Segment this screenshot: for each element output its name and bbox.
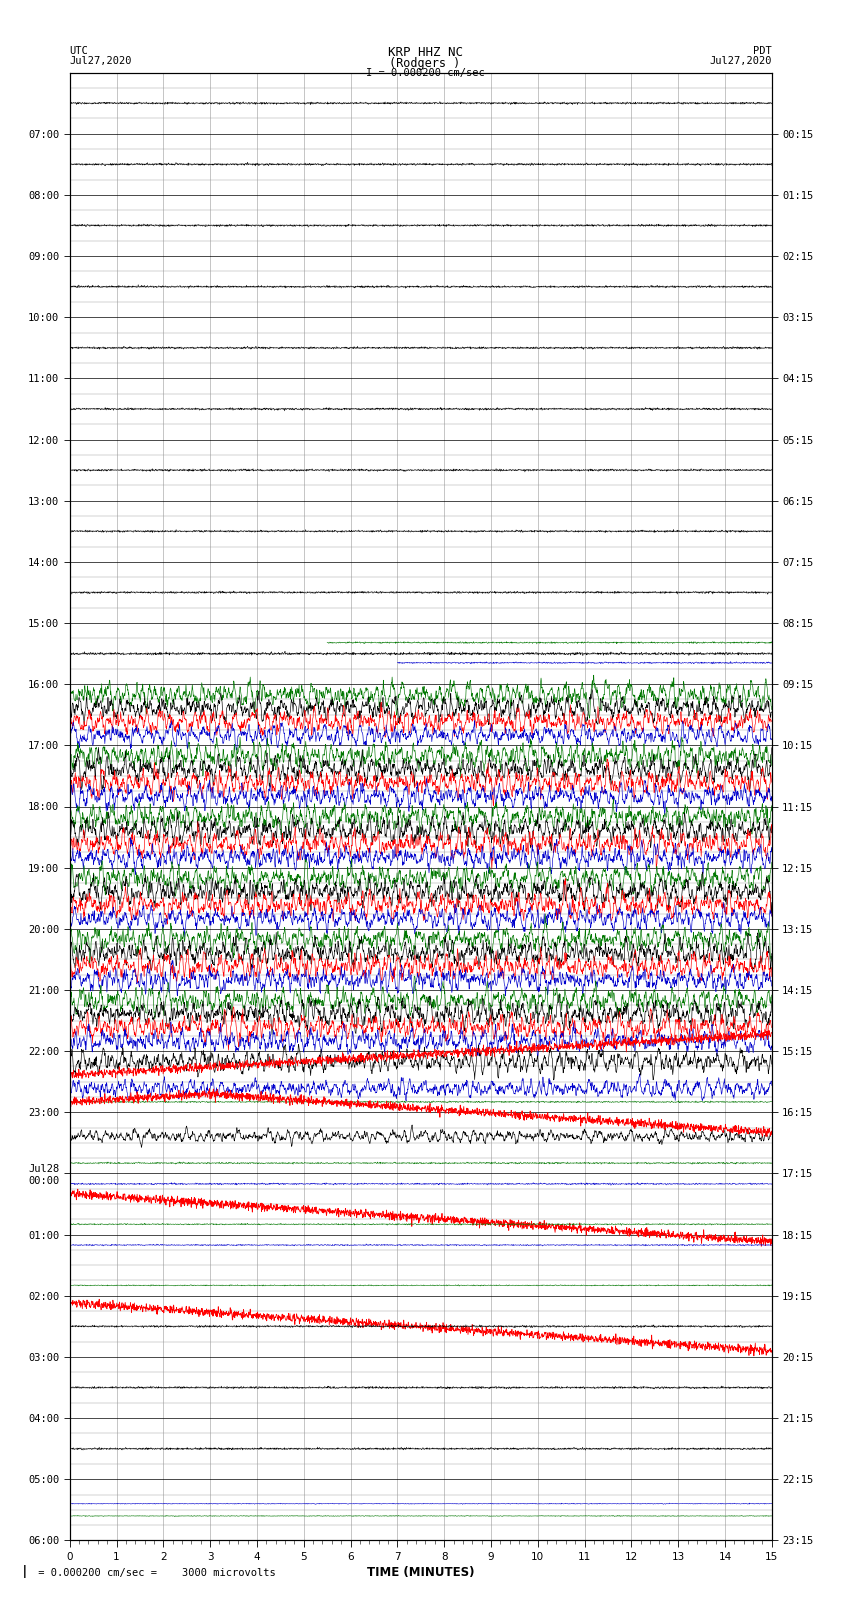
Text: Jul27,2020: Jul27,2020 <box>709 56 772 66</box>
Text: Jul27,2020: Jul27,2020 <box>70 56 133 66</box>
Text: (Rodgers ): (Rodgers ) <box>389 56 461 69</box>
Text: KRP HHZ NC: KRP HHZ NC <box>388 45 462 60</box>
Text: |: | <box>21 1565 29 1578</box>
Text: = 0.000200 cm/sec =    3000 microvolts: = 0.000200 cm/sec = 3000 microvolts <box>32 1568 276 1578</box>
X-axis label: TIME (MINUTES): TIME (MINUTES) <box>367 1566 474 1579</box>
Text: I = 0.000200 cm/sec: I = 0.000200 cm/sec <box>366 68 484 77</box>
Text: UTC: UTC <box>70 45 88 56</box>
Text: PDT: PDT <box>753 45 772 56</box>
